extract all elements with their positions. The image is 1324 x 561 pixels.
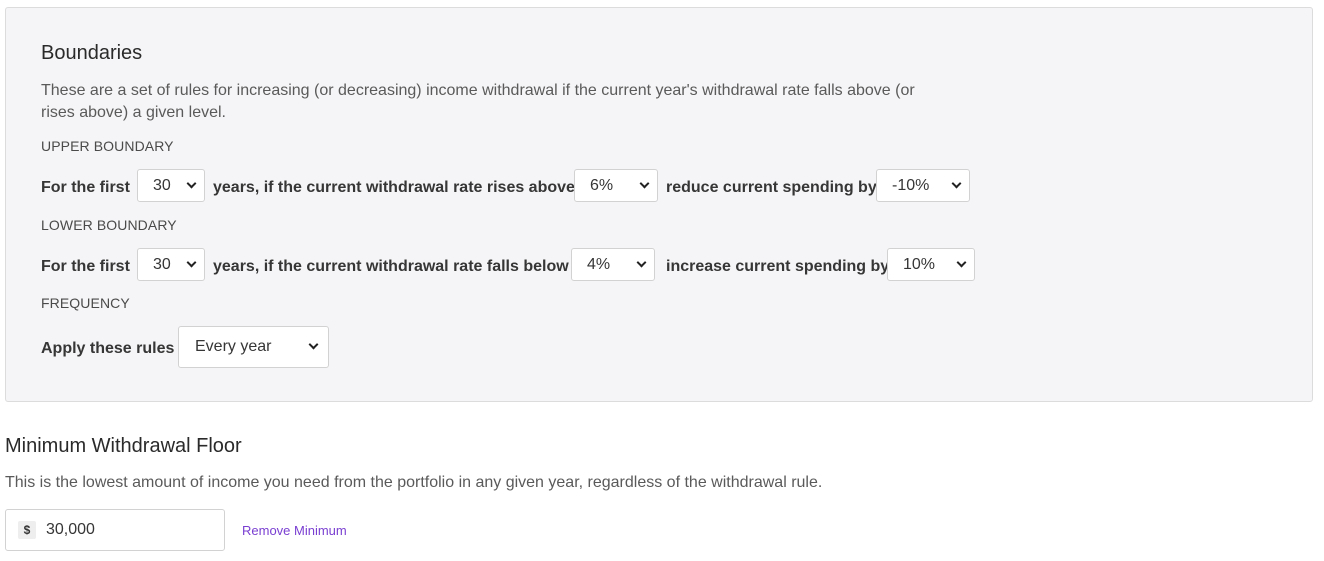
boundaries-title: Boundaries [41,42,143,64]
floor-description: This is the lowest amount of income you … [5,474,823,491]
chevron-down-icon [956,257,967,268]
lower-change-select[interactable]: 10% [887,248,975,281]
lower-middle-text: years, if the current withdrawal rate fa… [213,258,569,275]
lower-action-text: increase current spending by [666,258,890,275]
lower-boundary-label: LOWER BOUNDARY [41,217,177,233]
frequency-label: FREQUENCY [41,295,130,311]
lower-change-value: 10% [903,256,936,273]
boundaries-description: These are a set of rules for increasing … [41,82,915,121]
frequency-value: Every year [195,338,272,355]
lower-rate-value: 4% [587,256,611,273]
upper-middle-text: years, if the current withdrawal rate ri… [213,179,575,196]
upper-action-text: reduce current spending by [666,179,877,196]
chevron-down-icon [639,178,650,189]
chevron-down-icon [951,178,962,189]
upper-prefix-text: For the first [41,179,130,196]
boundaries-card: Boundaries These are a set of rules for … [5,7,1313,402]
chevron-down-icon [186,257,197,268]
lower-years-value: 30 [153,256,171,273]
floor-title: Minimum Withdrawal Floor [5,435,242,457]
upper-years-value: 30 [153,177,171,194]
frequency-prefix-text: Apply these rules [41,340,175,357]
upper-change-value: -10% [892,177,930,194]
dollar-sign-icon: $ [18,521,36,539]
upper-rate-value: 6% [590,177,614,194]
upper-change-select[interactable]: -10% [876,169,970,202]
lower-years-select[interactable]: 30 [137,248,205,281]
upper-years-select[interactable]: 30 [137,169,205,202]
upper-boundary-label: UPPER BOUNDARY [41,138,174,154]
minimum-floor-value: 30,000 [46,521,95,538]
lower-prefix-text: For the first [41,258,130,275]
chevron-down-icon [186,178,197,189]
chevron-down-icon [636,257,647,268]
upper-rate-select[interactable]: 6% [574,169,658,202]
minimum-floor-input[interactable]: $ 30,000 [5,509,225,551]
lower-rate-select[interactable]: 4% [571,248,655,281]
remove-minimum-link[interactable]: Remove Minimum [242,523,347,538]
chevron-down-icon [308,339,319,350]
frequency-select[interactable]: Every year [178,326,329,368]
